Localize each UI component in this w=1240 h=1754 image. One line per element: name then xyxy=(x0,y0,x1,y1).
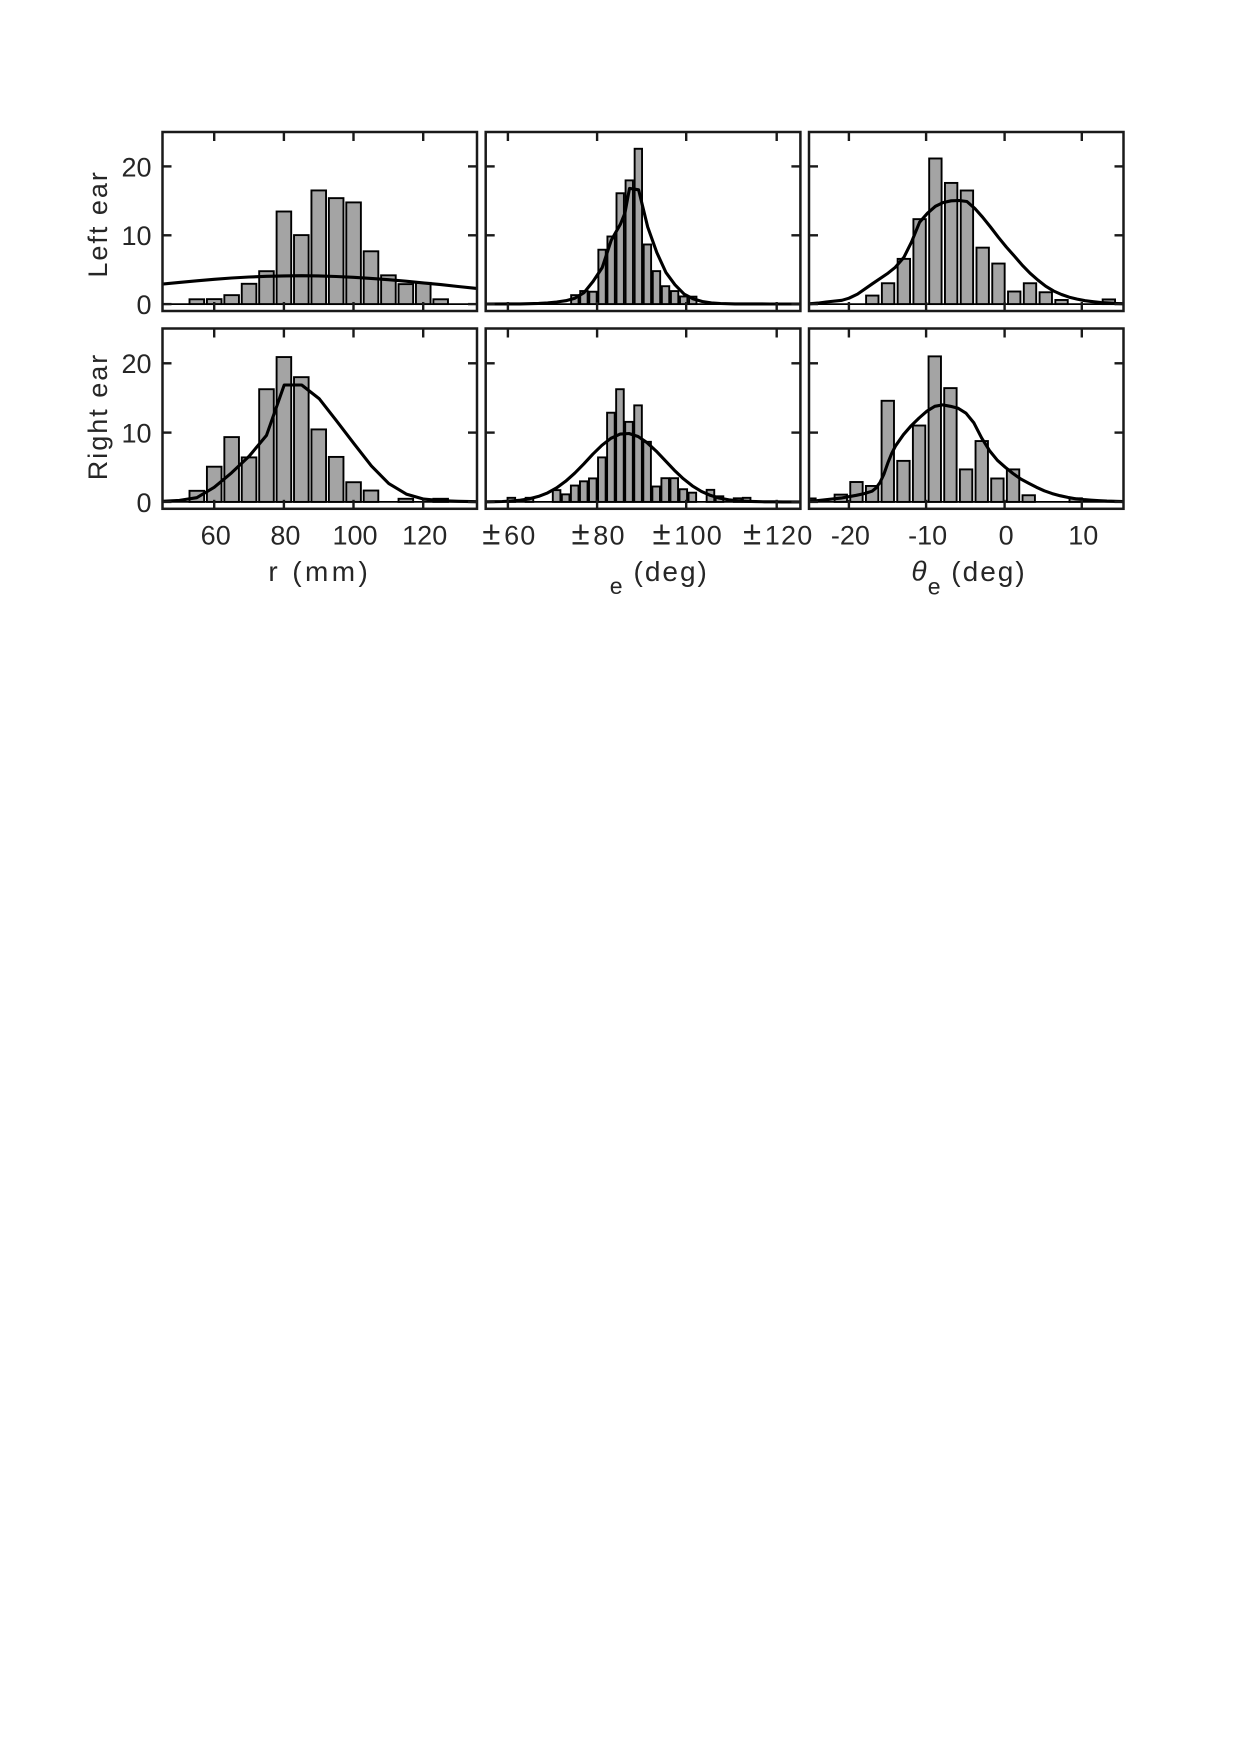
svg-text:Left ear: Left ear xyxy=(83,170,113,278)
svg-text:10: 10 xyxy=(1068,521,1098,551)
svg-text:-10: -10 xyxy=(908,521,947,551)
svg-text:20: 20 xyxy=(121,152,151,182)
svg-text:60: 60 xyxy=(201,521,231,551)
svg-text:±100: ±100 xyxy=(652,515,722,552)
svg-text:0: 0 xyxy=(136,290,151,320)
svg-text:e: e xyxy=(610,573,623,599)
svg-text:±80: ±80 xyxy=(571,515,625,552)
svg-text:±60: ±60 xyxy=(482,515,536,552)
svg-text:0: 0 xyxy=(999,521,1014,551)
svg-text:±120: ±120 xyxy=(743,515,813,552)
svg-text:Right ear: Right ear xyxy=(83,353,113,481)
svg-text:-20: -20 xyxy=(831,521,870,551)
svg-text:80: 80 xyxy=(270,521,300,551)
svg-text:r (mm): r (mm) xyxy=(268,556,371,587)
svg-text:10: 10 xyxy=(121,221,151,251)
svg-text:θ: θ xyxy=(911,556,926,587)
svg-text:120: 120 xyxy=(402,521,447,551)
svg-text:0: 0 xyxy=(136,488,151,518)
svg-text:(deg): (deg) xyxy=(634,556,709,587)
svg-text:10: 10 xyxy=(121,418,151,448)
svg-text:100: 100 xyxy=(332,521,377,551)
svg-text:(deg): (deg) xyxy=(951,556,1026,587)
svg-text:20: 20 xyxy=(121,349,151,379)
svg-text:e: e xyxy=(928,574,941,600)
